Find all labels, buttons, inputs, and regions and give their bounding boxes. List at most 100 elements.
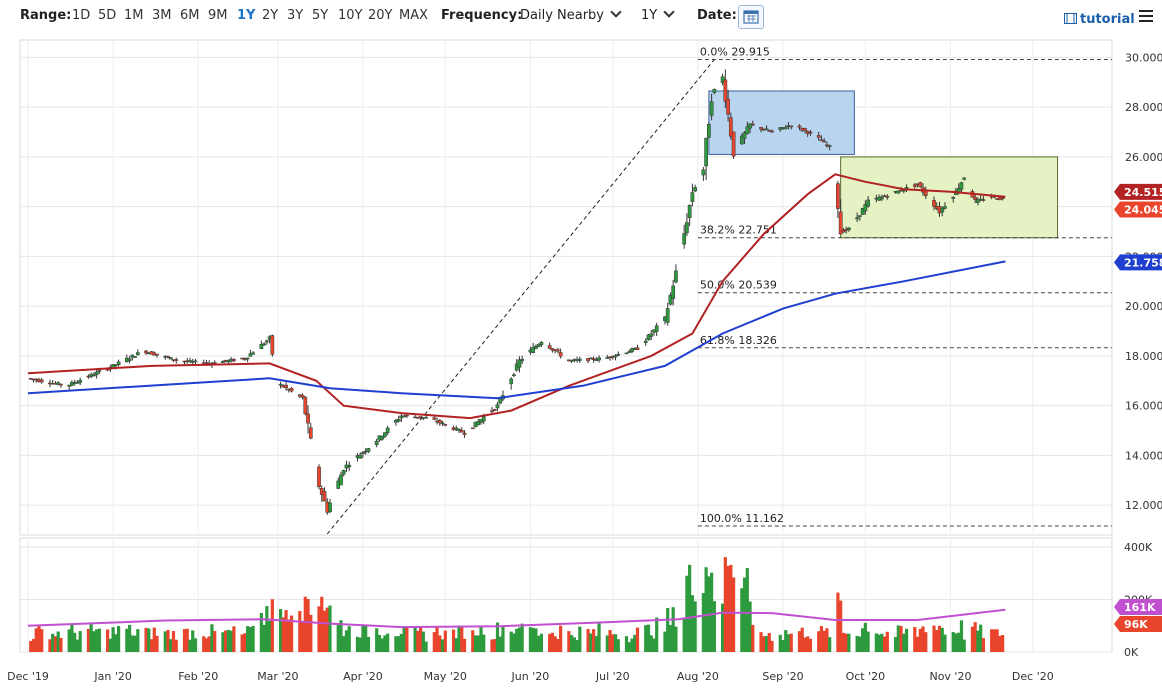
range-button-20y[interactable]: 20Y — [368, 8, 393, 23]
candle-body — [932, 200, 936, 207]
candle-body — [245, 357, 250, 360]
candle — [863, 200, 868, 215]
candle-body — [654, 325, 659, 332]
candle — [402, 414, 406, 418]
candle-body — [383, 432, 387, 437]
volume-bar — [874, 633, 878, 652]
candle — [155, 353, 159, 358]
range-button-3y[interactable]: 3Y — [287, 8, 304, 23]
price-tick-label: 30.000 — [1125, 51, 1162, 64]
x-tick-label: Jun '20 — [511, 670, 550, 683]
volume-bar — [979, 624, 983, 652]
volume-bar — [613, 634, 618, 652]
volume-bar — [130, 635, 134, 652]
volume-bar — [712, 601, 716, 652]
candle-body — [597, 357, 601, 361]
candle-body — [690, 192, 695, 202]
candle — [476, 418, 481, 426]
range-button-max[interactable]: MAX — [399, 8, 429, 23]
candle — [668, 292, 673, 306]
volume-bar — [226, 629, 231, 652]
range-button-10y[interactable]: 10Y — [338, 8, 363, 23]
candle — [322, 487, 327, 502]
volume-bar — [509, 631, 513, 652]
candle — [443, 423, 448, 427]
x-tick-label: Sep '20 — [762, 670, 803, 683]
volume-bars — [29, 557, 1005, 652]
candle-body — [569, 360, 574, 362]
volume-bar — [248, 626, 252, 652]
range-button-9m[interactable]: 9M — [208, 8, 228, 23]
range-zone-2 — [840, 156, 1059, 239]
candle — [951, 196, 956, 203]
volume-bar — [289, 615, 294, 652]
range-button-5y[interactable]: 5Y — [312, 8, 329, 23]
range-button-2y[interactable]: 2Y — [262, 8, 279, 23]
volume-bar — [605, 635, 609, 652]
volume-bar — [457, 625, 461, 652]
volume-bar — [306, 598, 310, 652]
candle-body — [770, 130, 774, 133]
volume-bar — [202, 636, 206, 652]
candle-body — [643, 340, 648, 344]
candle — [912, 183, 917, 190]
candle — [803, 127, 807, 134]
volume-bar — [976, 630, 980, 652]
candle-body — [558, 352, 563, 357]
candle-body — [665, 308, 670, 323]
candle — [127, 356, 132, 364]
volume-bar — [789, 633, 793, 652]
volume-bar — [635, 627, 640, 652]
range-button-1m[interactable]: 1M — [124, 8, 144, 23]
candle — [627, 349, 632, 353]
candle — [764, 125, 769, 131]
price-tick-label: 28.000 — [1125, 101, 1162, 114]
volume-bar — [298, 611, 302, 652]
candle-body — [328, 502, 332, 512]
candle-body — [322, 491, 327, 502]
volume-bar — [347, 626, 351, 652]
volume-bar — [682, 617, 686, 652]
range-button-1y[interactable]: 1Y — [237, 8, 256, 23]
candle — [569, 359, 574, 364]
candle — [405, 414, 409, 418]
candle — [193, 358, 198, 365]
candle-body — [278, 383, 283, 386]
period-select[interactable]: 1Y — [641, 6, 675, 23]
candle — [133, 356, 137, 358]
candle-body — [531, 347, 536, 353]
candle-body — [630, 348, 634, 353]
x-tick-label: Dec '19 — [7, 670, 49, 683]
candle-body — [534, 345, 538, 349]
candle — [547, 342, 552, 350]
volume-bar — [89, 624, 93, 652]
candle-body — [380, 435, 385, 440]
candle-body — [707, 124, 711, 138]
candle — [374, 438, 379, 448]
candle — [347, 461, 352, 472]
range-button-5d[interactable]: 5D — [98, 8, 117, 23]
menu-button[interactable] — [1139, 10, 1153, 24]
volume-bar — [171, 631, 176, 652]
candle-body — [470, 427, 475, 430]
candle-body — [536, 344, 541, 347]
tutorial-link[interactable]: tutorial — [1064, 12, 1135, 27]
range-button-6m[interactable]: 6M — [180, 8, 200, 23]
volume-bar — [655, 617, 659, 652]
candle — [723, 69, 728, 108]
frequency-select[interactable]: Daily Nearby — [520, 6, 622, 23]
volume-bar — [863, 622, 867, 652]
candle — [418, 416, 423, 420]
range-button-1d[interactable]: 1D — [72, 8, 91, 23]
volume-bar — [405, 626, 409, 652]
price-tick-label: 18.000 — [1125, 350, 1162, 363]
volume-bar — [803, 637, 807, 652]
candle — [558, 348, 563, 359]
range-button-3m[interactable]: 3M — [152, 8, 172, 23]
calendar-button[interactable] — [738, 5, 764, 29]
candle — [440, 420, 445, 426]
volume-bar — [380, 638, 384, 652]
candle-body — [443, 424, 448, 426]
candle-body — [135, 352, 140, 356]
